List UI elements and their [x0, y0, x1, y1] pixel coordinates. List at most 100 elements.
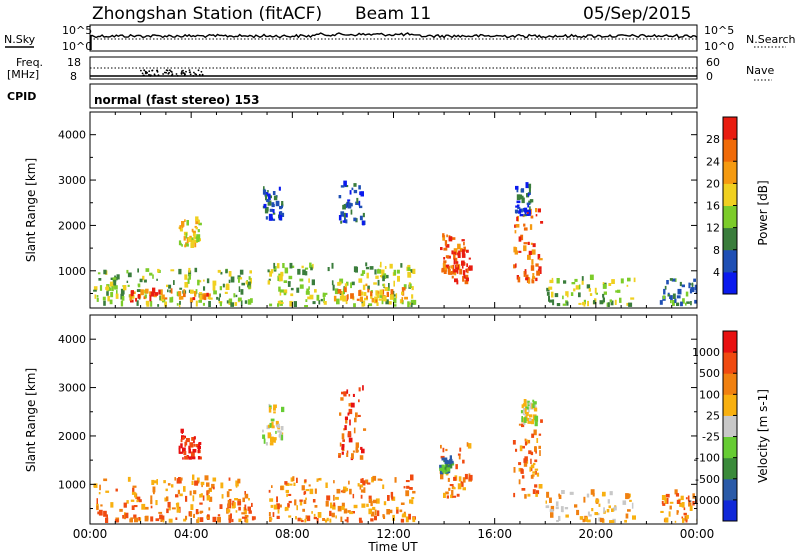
freq-tick-high: 18	[67, 56, 81, 69]
nave-label: Nave	[746, 64, 774, 77]
power-echo-region	[513, 208, 544, 284]
power-colorbar-segment	[723, 183, 737, 206]
power-colorbar-tick: 20	[706, 177, 720, 190]
power-ytick-label: 3000	[58, 174, 86, 187]
time-tick-label: 16:00	[477, 527, 512, 541]
velocity-echo-region	[178, 428, 202, 460]
power-colorbar: 4 8 12 16 20 24 28	[706, 116, 738, 295]
station-title: Zhongshan Station (fitACF)	[92, 4, 322, 24]
velocity-colorbar-label: Velocity [m s-1]	[756, 389, 770, 483]
noise-search-label: N.Search	[746, 33, 796, 46]
power-heatmap	[93, 180, 697, 308]
beam-title: Beam 11	[355, 4, 431, 24]
nave-tick-high: 60	[706, 56, 720, 69]
time-tick-label: 08:00	[275, 527, 310, 541]
time-tick-label: 00:00	[73, 527, 108, 541]
power-colorbar-tick: 24	[706, 155, 720, 168]
freq-unit-label: [MHz]	[7, 68, 39, 81]
power-echo-region	[451, 249, 473, 285]
power-echo-region	[262, 186, 285, 221]
velocity-echo-region	[93, 474, 256, 523]
noise-tick-high-right: 10^5	[704, 24, 734, 37]
power-ytick-label: 4000	[58, 129, 86, 142]
power-colorbar-segment	[723, 227, 737, 251]
power-colorbar-label: Power [dB]	[756, 180, 770, 245]
velocity-colorbar-segment	[723, 331, 737, 353]
velocity-echo-region	[268, 474, 416, 523]
noise-tick-low-right: 10^0	[704, 40, 734, 53]
power-echo-region	[659, 278, 697, 307]
noise-panel: N.Sky 10^5 10^0 10^5 10^0 N.Search	[4, 24, 796, 53]
velocity-colorbar-segment	[723, 436, 737, 459]
power-colorbar-segment	[723, 161, 737, 184]
power-colorbar-tick: 16	[706, 200, 720, 213]
power-ylabel: Slant Range [km]	[24, 158, 38, 262]
velocity-ytick-label: 3000	[58, 382, 86, 395]
power-echo-region	[267, 261, 417, 308]
time-tick-label: 20:00	[579, 527, 614, 541]
velocity-colorbar-tick: 25	[706, 409, 720, 422]
freq-tick-low: 8	[70, 70, 77, 83]
power-colorbar-segment	[723, 249, 737, 273]
velocity-ylabel: Slant Range [km]	[24, 368, 38, 472]
power-ytick-label: 1000	[58, 265, 86, 278]
freq-panel: Freq. [MHz] 18 8 60 0 Nave	[7, 56, 774, 83]
power-colorbar-tick: 12	[706, 222, 720, 235]
velocity-colorbar-segment	[723, 478, 737, 501]
velocity-echo-region	[520, 399, 539, 427]
power-colorbar-segment	[723, 139, 737, 162]
time-tick-label: 12:00	[376, 527, 411, 541]
power-echo-region	[93, 267, 253, 308]
velocity-ytick-label: 1000	[58, 478, 86, 491]
velocity-echo-region	[338, 385, 367, 461]
nave-scatter	[140, 69, 204, 77]
time-axis-label: Time UT	[367, 540, 418, 554]
velocity-colorbar: 1000 500 100 25 -25 -100 -500 -1000	[688, 330, 738, 522]
power-echo-region	[338, 180, 366, 226]
velocity-colorbar-tick: -1000	[688, 494, 720, 507]
velocity-colorbar-segment	[723, 373, 737, 395]
noise-tick-high-left: 10^5	[62, 24, 92, 37]
velocity-echo-region	[512, 417, 543, 499]
velocity-colorbar-tick: -500	[695, 473, 720, 486]
velocity-colorbar-tick: 500	[699, 367, 720, 380]
time-tick-label: 00:00	[680, 527, 715, 541]
velocity-colorbar-tick: -100	[695, 452, 720, 465]
power-colorbar-segment	[723, 205, 737, 229]
velocity-colorbar-tick: 100	[699, 388, 720, 401]
power-echo-region	[129, 287, 211, 303]
velocity-heatmap	[93, 385, 697, 523]
velocity-colorbar-segment	[723, 394, 737, 416]
velocity-echo-region	[660, 489, 697, 523]
power-colorbar-segment	[723, 271, 737, 295]
freq-label: Freq.	[16, 56, 43, 69]
power-axes: 1000 2000 3000 4000	[58, 112, 698, 308]
power-colorbar-tick: 28	[706, 133, 720, 146]
power-panel: 1000 2000 3000 4000 Slant Range [km] 4 8 12 16…	[24, 111, 770, 309]
velocity-echo-region	[545, 489, 636, 523]
velocity-axes: 1000 2000 3000 4000	[58, 315, 698, 524]
noise-sky-label: N.Sky	[4, 33, 36, 46]
velocity-ytick-label: 4000	[58, 333, 86, 346]
power-colorbar-tick: 4	[713, 266, 720, 279]
velocity-colorbar-segment	[723, 352, 737, 374]
time-tick-label: 04:00	[174, 527, 209, 541]
power-ytick-label: 2000	[58, 219, 86, 232]
cpid-value: normal (fast stereo) 153	[94, 93, 260, 107]
velocity-echo-region	[262, 403, 285, 446]
velocity-colorbar-segment	[723, 415, 737, 437]
velocity-colorbar-tick: -25	[702, 431, 720, 444]
velocity-colorbar-tick: 1000	[692, 346, 720, 359]
date-title: 05/Sep/2015	[583, 4, 691, 24]
power-echo-region	[514, 182, 534, 217]
cpid-panel: CPID normal (fast stereo) 153	[7, 83, 698, 109]
power-colorbar-segment	[723, 117, 737, 140]
velocity-ytick-label: 2000	[58, 430, 86, 443]
velocity-colorbar-segment	[723, 457, 737, 480]
cpid-label: CPID	[7, 90, 36, 103]
power-colorbar-tick: 8	[713, 244, 720, 257]
power-echo-region	[546, 274, 636, 307]
power-echo-region	[333, 282, 408, 303]
velocity-echo-region	[439, 455, 455, 475]
